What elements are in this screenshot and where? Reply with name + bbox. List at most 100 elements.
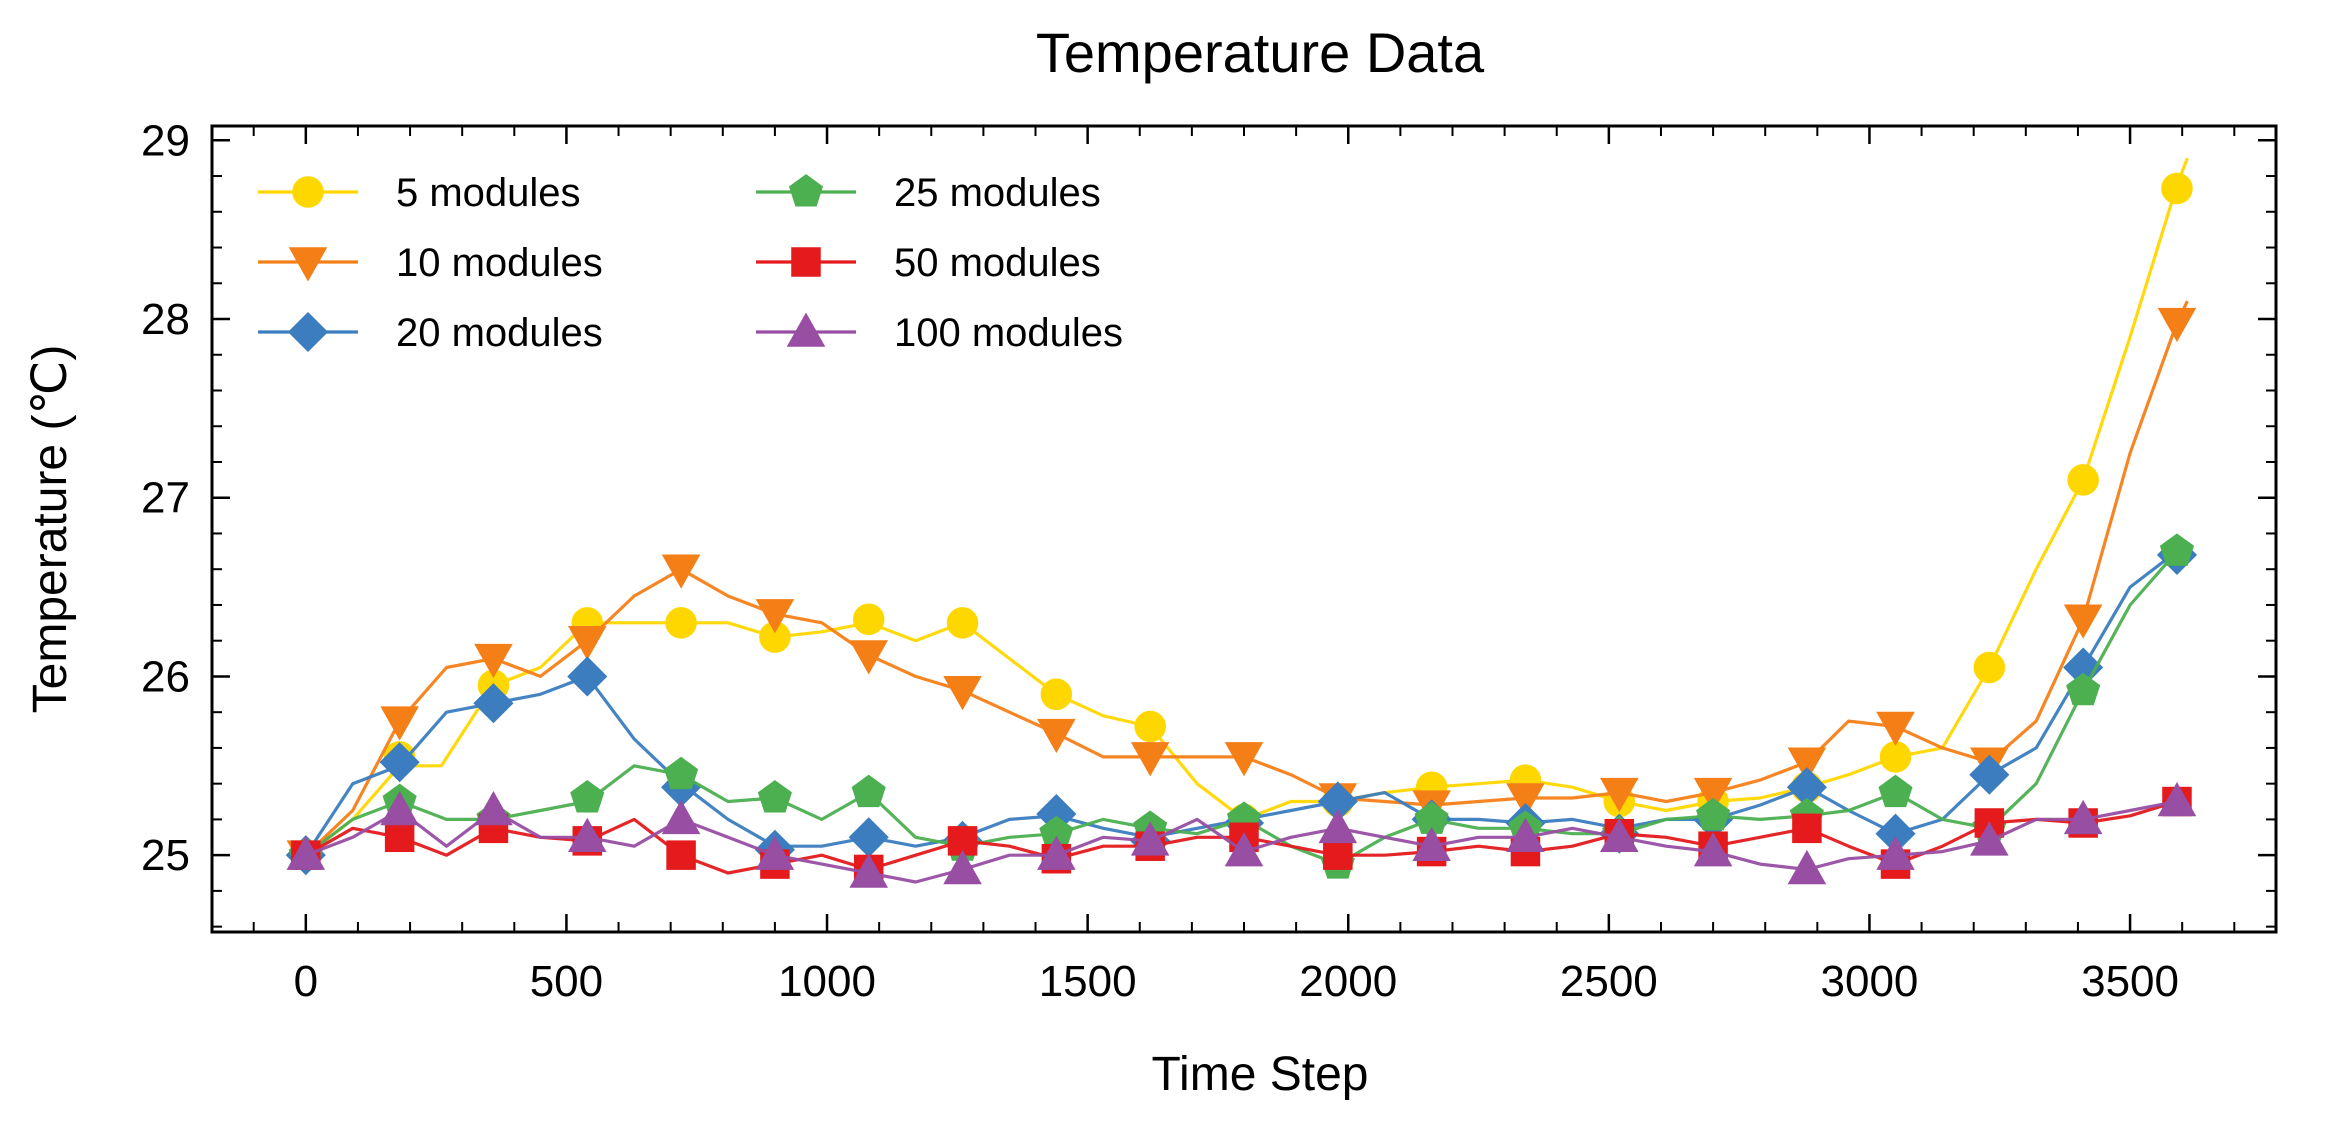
- data-point-pentagon: [2159, 533, 2195, 566]
- data-point-triangle-down: [943, 675, 982, 711]
- data-point-pentagon: [664, 756, 699, 790]
- data-point-circle: [1040, 678, 1073, 711]
- data-point-triangle-up: [755, 835, 795, 870]
- y-tick-label: 28: [141, 295, 190, 344]
- data-point-triangle-up: [1037, 835, 1076, 870]
- legend-label: 100 modules: [894, 311, 1123, 355]
- data-point-triangle-down: [2063, 604, 2103, 639]
- data-point-triangle-down: [755, 599, 795, 634]
- data-point-circle: [1879, 741, 1912, 773]
- x-tick-label: 1500: [1039, 957, 1137, 1006]
- data-point-triangle-down: [1599, 777, 1639, 813]
- y-axis: 25 26 27 28 29: [141, 116, 2276, 928]
- legend: 5 modules 10 modules 20 modules 25 modules 5…: [258, 171, 1123, 355]
- data-point-triangle-down: [1787, 747, 1827, 782]
- data-point-triangle-up: [2063, 799, 2103, 835]
- data-point-triangle-down: [474, 643, 513, 679]
- data-point-diamond: [1969, 754, 2010, 795]
- legend-marker-diamond: [287, 311, 329, 353]
- data-point-triangle-down: [1224, 742, 1264, 777]
- y-tick-label: 25: [141, 831, 190, 880]
- data-point-triangle-down: [1037, 718, 1076, 754]
- data-point-diamond: [379, 742, 420, 783]
- data-point-pentagon: [1878, 774, 1913, 808]
- x-tick-label: 3000: [1821, 957, 1919, 1006]
- data-point-circle: [2067, 464, 2099, 496]
- data-point-circle: [852, 603, 885, 636]
- data-point-triangle-up: [849, 853, 889, 888]
- data-point-square: [1792, 813, 1822, 844]
- x-tick-label: 2000: [1299, 957, 1397, 1006]
- legend-marker-pentagon: [788, 174, 824, 207]
- series-line: [304, 300, 2189, 857]
- data-point-diamond: [473, 683, 514, 724]
- data-point-triangle-up: [661, 799, 701, 835]
- data-point-pentagon: [570, 780, 605, 813]
- data-point-triangle-up: [1787, 849, 1827, 885]
- data-point-triangle-up: [1130, 821, 1170, 856]
- data-point-triangle-up: [567, 817, 607, 853]
- data-point-pentagon: [1696, 797, 1731, 831]
- plot-area: [285, 157, 2198, 888]
- data-point-triangle-down: [380, 706, 419, 741]
- x-axis: 0 500 1000 1500 2000 2500 3000 3500: [252, 126, 2236, 1006]
- data-point-triangle-down: [1506, 783, 1545, 818]
- data-point-triangle-up: [1318, 808, 1358, 844]
- data-point-square: [666, 840, 696, 870]
- data-point-triangle-down: [567, 625, 607, 661]
- legend-label: 10 modules: [396, 241, 603, 285]
- data-point-triangle-up: [474, 790, 513, 826]
- data-point-square: [1323, 840, 1353, 870]
- data-point-circle: [946, 607, 979, 639]
- data-point-triangle-up: [286, 835, 326, 870]
- x-axis-label: Time Step: [1152, 1048, 1369, 1101]
- data-point-pentagon: [2066, 672, 2101, 706]
- y-tick-label: 26: [141, 652, 190, 701]
- data-point-triangle-up: [1506, 817, 1545, 853]
- x-tick-label: 500: [530, 957, 603, 1006]
- data-point-square: [384, 822, 415, 853]
- plot-frame: [210, 124, 2278, 934]
- data-point-triangle-down: [2157, 307, 2197, 343]
- data-point-triangle-up: [1876, 835, 1915, 870]
- x-tick-label: 1000: [778, 957, 876, 1006]
- data-point-pentagon: [851, 774, 886, 808]
- data-point-triangle-down: [1693, 777, 1733, 813]
- data-point-pentagon: [757, 780, 792, 813]
- legend-marker-triangle-down: [288, 247, 328, 282]
- data-point-diamond: [567, 656, 608, 697]
- data-point-triangle-up: [1224, 832, 1264, 867]
- x-tick-label: 3500: [2081, 957, 2179, 1006]
- legend-label: 5 modules: [396, 171, 581, 215]
- data-point-triangle-up: [943, 849, 982, 885]
- legend-label: 25 modules: [894, 171, 1101, 215]
- data-point-triangle-up: [2157, 782, 2197, 817]
- legend-label: 20 modules: [396, 311, 603, 355]
- legend-marker-triangle-up: [786, 312, 826, 347]
- data-point-triangle-down: [849, 640, 889, 675]
- series-6: [286, 782, 2197, 888]
- data-point-circle: [1134, 710, 1166, 743]
- data-point-triangle-up: [380, 790, 419, 826]
- x-tick-label: 2500: [1560, 957, 1658, 1006]
- x-tick-label: 0: [294, 957, 318, 1006]
- legend-marker-square: [791, 247, 821, 277]
- legend-marker-circle: [292, 176, 324, 208]
- data-point-triangle-up: [1693, 832, 1733, 867]
- data-point-triangle-down: [1130, 742, 1170, 777]
- chart-title: Temperature Data: [1036, 21, 1485, 84]
- data-point-triangle-up: [1970, 821, 2009, 856]
- data-point-circle: [1973, 651, 2006, 684]
- y-tick-label: 27: [141, 474, 190, 523]
- data-point-triangle-up: [1599, 817, 1639, 853]
- data-point-triangle-down: [1876, 711, 1915, 747]
- y-tick-label: 29: [141, 116, 190, 165]
- legend-label: 50 modules: [894, 241, 1101, 285]
- y-axis-label: Temperature (℃): [24, 345, 77, 714]
- data-point-triangle-down: [661, 554, 701, 589]
- data-point-circle: [665, 607, 697, 639]
- data-point-circle: [2161, 172, 2193, 205]
- data-point-diamond: [848, 817, 889, 858]
- data-point-triangle-up: [1412, 826, 1451, 861]
